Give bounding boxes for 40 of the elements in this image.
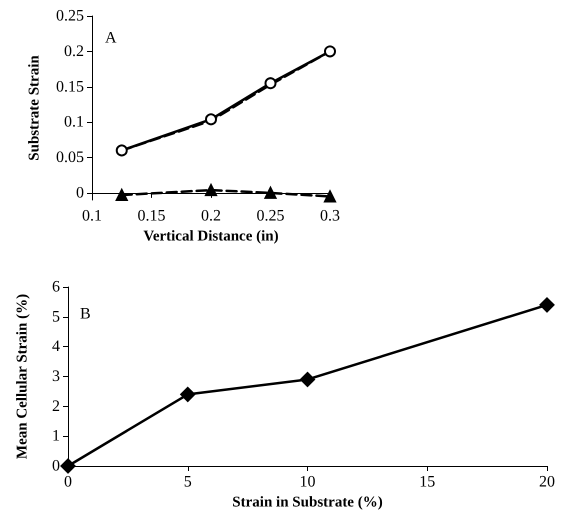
y-tick-label: 0.15 xyxy=(56,78,84,96)
point xyxy=(116,189,128,202)
x-tick-label: 0.15 xyxy=(138,208,166,224)
annotation: A xyxy=(105,30,117,46)
y-axis-title: Substrate Strain xyxy=(26,54,42,161)
point xyxy=(205,113,217,126)
y-tick-label: 5 xyxy=(52,308,60,326)
point xyxy=(116,144,128,156)
y-tick-label: 0.2 xyxy=(64,42,84,60)
y-tick-label: 2 xyxy=(52,398,60,415)
x-tick-label: 15 xyxy=(419,474,436,490)
x-tick-label: 10 xyxy=(300,474,316,490)
x-tick-label: 20 xyxy=(539,474,555,490)
point xyxy=(324,45,336,58)
y-axis-title: Mean Cellular Strain (%) xyxy=(14,294,30,460)
x-axis-title: Vertical Distance (in) xyxy=(143,228,279,244)
y-tick-label: 3 xyxy=(52,368,60,385)
point xyxy=(60,458,76,474)
x-tick-label: 0.25 xyxy=(256,208,284,224)
annotation: B xyxy=(80,306,91,322)
y-tick-label: 0.05 xyxy=(56,149,84,166)
y-tick-label: 6 xyxy=(52,278,60,296)
x-axis-title: Strain in Substrate (%) xyxy=(232,494,383,510)
x-tick-label: 0.3 xyxy=(320,208,340,224)
y-tick-label: 1 xyxy=(52,428,60,445)
point xyxy=(264,186,276,199)
y-tick-label: 0.1 xyxy=(64,114,84,131)
point xyxy=(300,372,315,387)
y-tick-label: 4 xyxy=(52,338,60,356)
y-tick-label: 0 xyxy=(76,184,84,202)
y-tick-label: 0.25 xyxy=(56,8,84,24)
x-tick-label: 0.2 xyxy=(201,208,221,224)
y-tick-label: 0 xyxy=(52,458,60,474)
x-tick-label: 5 xyxy=(184,474,192,490)
point xyxy=(180,386,196,402)
x-tick-label: 0.1 xyxy=(82,208,102,224)
point xyxy=(205,184,217,196)
point xyxy=(324,190,336,202)
point xyxy=(540,297,554,312)
point xyxy=(264,77,276,90)
